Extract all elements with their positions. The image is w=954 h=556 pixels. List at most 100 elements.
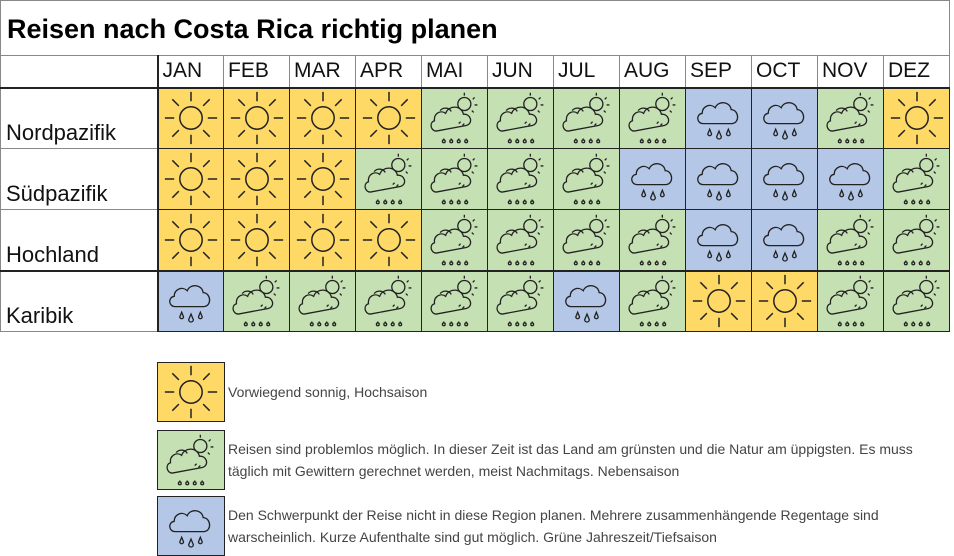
sun-icon [229, 151, 285, 207]
weather-cell [223, 148, 290, 210]
region-label: Südpazifik [0, 148, 159, 210]
sun-icon [295, 212, 351, 268]
cloud-sun-rain-icon [823, 90, 879, 146]
sun-icon [163, 151, 219, 207]
weather-cell [355, 87, 422, 149]
weather-cell [157, 87, 224, 149]
weather-cell [817, 269, 884, 332]
sun-icon [361, 90, 417, 146]
weather-cell [817, 87, 884, 149]
weather-cell [157, 148, 224, 210]
weather-cell [685, 209, 752, 271]
cloud-sun-rain-icon [229, 273, 285, 329]
weather-cell [289, 269, 356, 332]
region-row: Nordpazifik [0, 87, 950, 149]
weather-cell [685, 148, 752, 210]
month-header: OCT [751, 55, 818, 89]
page-title: Reisen nach Costa Rica richtig planen [0, 0, 950, 56]
weather-cell [685, 87, 752, 149]
region-label: Nordpazifik [0, 87, 159, 149]
weather-cell [487, 269, 554, 332]
month-header: FEB [223, 55, 290, 89]
rain-cloud-icon [691, 212, 747, 268]
weather-cell [157, 269, 224, 332]
weather-cell [817, 209, 884, 271]
legend-text: Reisen sind problemlos möglich. In diese… [228, 441, 913, 479]
weather-cell [289, 209, 356, 271]
rain-cloud-icon [625, 151, 681, 207]
weather-cell [487, 148, 554, 210]
rain-cloud-icon [691, 90, 747, 146]
month-header: JUL [553, 55, 620, 89]
cloud-sun-rain-icon [493, 212, 549, 268]
weather-cell [685, 269, 752, 332]
weather-cell [223, 209, 290, 271]
weather-cell [619, 269, 686, 332]
weather-cell [553, 87, 620, 149]
weather-table: JAN FEB MAR APR MAI JUN JUL AUG SEP OCT NOV DEZ Nor… [0, 55, 950, 332]
weather-cell [883, 209, 950, 271]
weather-cell [817, 148, 884, 210]
cloud-sun-rain-icon [427, 212, 483, 268]
sun-icon [889, 90, 945, 146]
weather-cell [421, 269, 488, 332]
cloud-sun-rain-icon [889, 151, 945, 207]
weather-cell [619, 209, 686, 271]
weather-cell [223, 87, 290, 149]
sun-icon [229, 90, 285, 146]
sun-icon [691, 273, 747, 329]
month-header: SEP [685, 55, 752, 89]
weather-cell [421, 148, 488, 210]
cloud-sun-rain-icon [823, 273, 879, 329]
cloud-sun-rain-icon [823, 212, 879, 268]
cloud-sun-rain-icon [427, 90, 483, 146]
cloud-sun-rain-icon [889, 212, 945, 268]
month-header: AUG [619, 55, 686, 89]
weather-cell [289, 87, 356, 149]
cloud-sun-rain-icon [493, 273, 549, 329]
weather-cell [751, 87, 818, 149]
weather-cell [355, 209, 422, 271]
region-row: Karibik [0, 269, 950, 332]
weather-cell [355, 148, 422, 210]
region-row: Hochland [0, 209, 950, 271]
cloud-sun-rain-icon [625, 273, 681, 329]
weather-cell [223, 269, 290, 332]
cloud-sun-rain-icon [361, 151, 417, 207]
month-header: MAI [421, 55, 488, 89]
weather-cell [421, 209, 488, 271]
cloud-sun-rain-icon [493, 90, 549, 146]
rain-cloud-icon [757, 151, 813, 207]
weather-cell [289, 148, 356, 210]
month-header: JAN [157, 55, 224, 89]
weather-cell [553, 269, 620, 332]
cloud-sun-rain-icon [625, 212, 681, 268]
sun-icon [295, 151, 351, 207]
weather-cell [421, 87, 488, 149]
weather-cell [751, 209, 818, 271]
rain-cloud-icon [757, 90, 813, 146]
weather-cell [751, 269, 818, 332]
region-label: Karibik [0, 269, 159, 332]
weather-cell [883, 269, 950, 332]
sun-icon [361, 212, 417, 268]
weather-cell [883, 87, 950, 149]
cloud-sun-rain-icon [559, 90, 615, 146]
legend-swatch [157, 496, 225, 556]
legend-item: Reisen sind problemlos möglich. In diese… [157, 430, 948, 490]
rain-cloud-icon [691, 151, 747, 207]
cloud-sun-rain-icon [361, 273, 417, 329]
legend-item: Den Schwerpunkt der Reise nicht in diese… [157, 496, 948, 556]
cloud-sun-rain-icon [889, 273, 945, 329]
legend-item: Vorwiegend sonnig, Hochsaison [157, 362, 948, 422]
rain-cloud-icon [559, 273, 615, 329]
rain-cloud-icon [757, 212, 813, 268]
weather-cell [355, 269, 422, 332]
sun-icon [163, 90, 219, 146]
weather-cell [619, 87, 686, 149]
corner-cell [0, 55, 159, 89]
cloud-sun-rain-icon [427, 151, 483, 207]
legend-swatch [157, 430, 225, 490]
cloud-sun-rain-icon [493, 151, 549, 207]
rain-cloud-icon [163, 498, 219, 554]
